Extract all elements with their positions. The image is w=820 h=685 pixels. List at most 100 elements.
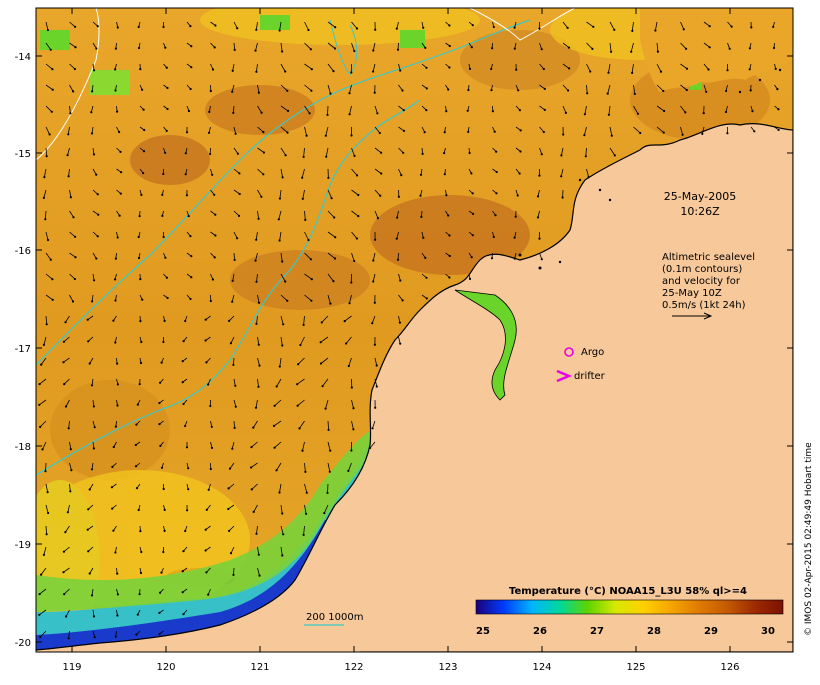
velocity-arrow-head (262, 173, 264, 175)
velocity-arrow-head (279, 29, 281, 31)
velocity-arrow-head (184, 530, 186, 532)
velocity-arrow-head (158, 612, 160, 614)
velocity-arrow-head (591, 48, 593, 50)
velocity-arrow-head (141, 299, 143, 301)
velocity-arrow-head (116, 111, 118, 113)
velocity-arrow-head (519, 150, 521, 152)
velocity-arrow-head (183, 340, 185, 342)
velocity-arrow-head (326, 114, 328, 116)
velocity-arrow-head (135, 424, 137, 426)
velocity-arrow-head (401, 89, 403, 91)
velocity-arrow-head (258, 92, 260, 94)
velocity-arrow-head (89, 488, 91, 490)
velocity-arrow-head (182, 591, 184, 593)
velocity-arrow-head (87, 508, 89, 510)
velocity-arrow-head (374, 92, 376, 94)
velocity-arrow-head (331, 197, 333, 199)
velocity-arrow-head (287, 110, 289, 112)
velocity-arrow-head (135, 465, 137, 467)
velocity-arrow-head (190, 45, 192, 47)
velocity-arrow-head (470, 172, 472, 174)
velocity-arrow-head (209, 153, 211, 155)
velocity-arrow-head (686, 68, 688, 70)
velocity-arrow-head (562, 196, 564, 198)
velocity-arrow-head (229, 468, 231, 470)
longitude-tick-label: 126 (720, 662, 739, 673)
velocity-arrow-head (138, 26, 140, 28)
velocity-arrow-head (39, 593, 41, 595)
velocity-arrow-head (211, 426, 213, 428)
velocity-arrow-head (93, 279, 95, 281)
velocity-arrow-head (568, 67, 570, 69)
velocity-arrow-head (139, 278, 141, 280)
velocity-arrow-head (371, 427, 373, 429)
velocity-arrow-head (65, 615, 67, 617)
altimetry-line-5: 0.5m/s (1kt 24h) (662, 300, 746, 311)
velocity-arrow-head (303, 324, 305, 326)
velocity-arrow-head (159, 382, 161, 384)
velocity-arrow-head (449, 45, 451, 47)
velocity-arrow-head (726, 132, 728, 134)
velocity-arrow-head (725, 90, 727, 92)
velocity-arrow-head (186, 446, 188, 448)
velocity-arrow-head (493, 26, 495, 28)
velocity-arrow-head (424, 257, 426, 259)
velocity-arrow-head (39, 383, 41, 385)
velocity-arrow-head (376, 112, 378, 114)
drifter-label: drifter (574, 371, 606, 382)
velocity-arrow-head (228, 320, 230, 322)
velocity-arrow-head (68, 427, 70, 429)
velocity-arrow-head (115, 258, 117, 260)
velocity-arrow-head (490, 89, 492, 91)
velocity-arrow-head (447, 88, 449, 90)
velocity-arrow-head (285, 154, 287, 156)
velocity-arrow-head (120, 193, 122, 195)
velocity-arrow-head (166, 87, 168, 89)
velocity-arrow-head (467, 89, 469, 91)
velocity-arrow-head (47, 512, 49, 514)
velocity-arrow-head (186, 194, 188, 196)
velocity-arrow-head (514, 258, 516, 260)
velocity-arrow-head (158, 633, 160, 635)
velocity-arrow-head (749, 47, 751, 49)
credit-text: © IMOS 02-Apr-2015 02:49:49 Hobart time (804, 442, 814, 636)
velocity-arrow-head (448, 234, 450, 236)
velocity-arrow-head (278, 218, 280, 220)
velocity-arrow-head (43, 176, 45, 178)
velocity-arrow-head (494, 131, 496, 133)
velocity-arrow-head (68, 175, 70, 177)
velocity-arrow-head (255, 407, 257, 409)
velocity-arrow-head (402, 152, 404, 154)
velocity-arrow-head (93, 153, 95, 155)
velocity-arrow-head (514, 237, 516, 239)
velocity-arrow-head (399, 69, 401, 71)
velocity-arrow-head (237, 153, 239, 155)
velocity-arrow-head (304, 219, 306, 221)
velocity-arrow-head (325, 408, 327, 410)
velocity-arrow-head (111, 486, 113, 488)
velocity-arrow-head (39, 426, 41, 428)
velocity-arrow-head (492, 110, 494, 112)
velocity-arrow-head (114, 299, 116, 301)
velocity-arrow-head (749, 68, 751, 70)
velocity-arrow-head (164, 152, 166, 154)
velocity-arrow-head (207, 383, 209, 385)
velocity-arrow-head (93, 615, 95, 617)
velocity-arrow-head (750, 26, 752, 28)
velocity-arrow-head (52, 89, 54, 91)
velocity-arrow-head (448, 24, 450, 26)
velocity-arrow-head (281, 50, 283, 52)
velocity-arrow-head (182, 381, 184, 383)
velocity-arrow-head (62, 361, 64, 363)
velocity-arrow-head (403, 109, 405, 111)
velocity-arrow-head (472, 213, 474, 215)
velocity-arrow-head (214, 24, 216, 26)
velocity-arrow-head (425, 277, 427, 279)
velocity-arrow-head (537, 195, 539, 197)
altimetry-line-4: 25-May 10Z (662, 288, 722, 299)
velocity-arrow-head (93, 447, 95, 449)
velocity-arrow-head (230, 342, 232, 344)
velocity-arrow-head (189, 298, 191, 300)
velocity-arrow-head (379, 195, 381, 197)
velocity-arrow-head (303, 534, 305, 536)
